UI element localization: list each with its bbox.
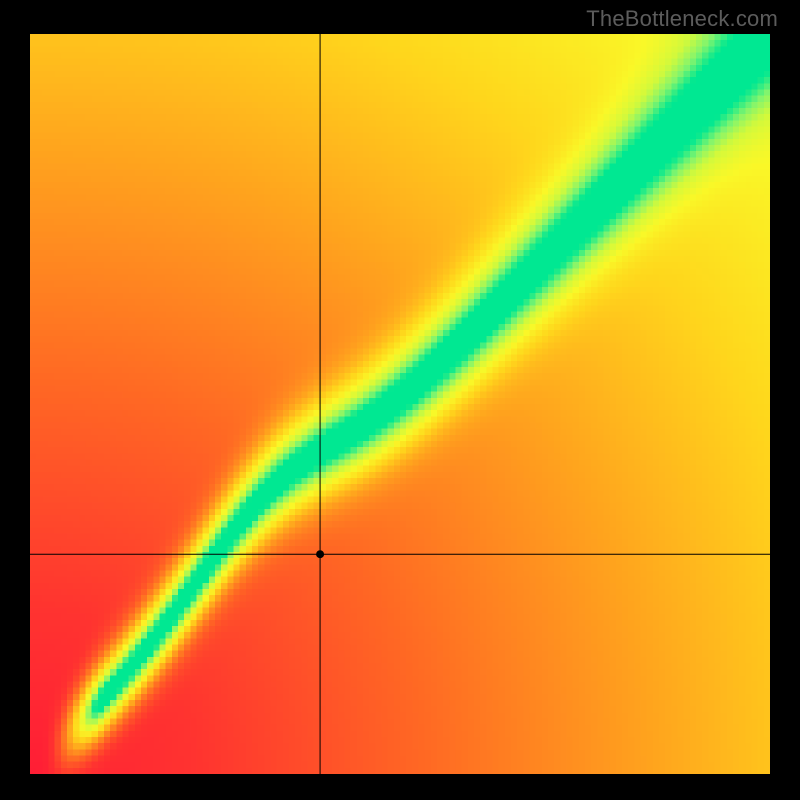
chart-container: TheBottleneck.com (0, 0, 800, 800)
plot-area (30, 34, 770, 774)
heatmap-canvas (30, 34, 770, 774)
watermark-text: TheBottleneck.com (586, 6, 778, 32)
